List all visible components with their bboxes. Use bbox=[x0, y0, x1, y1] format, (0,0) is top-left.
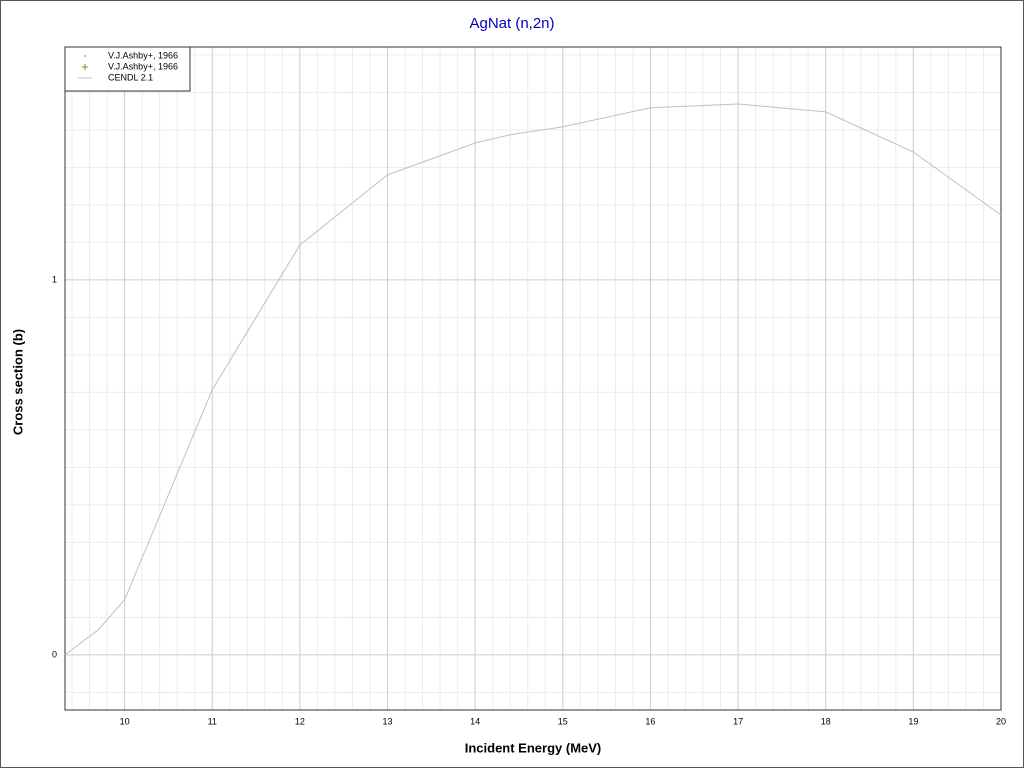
legend-label: V.J.Ashby+, 1966 bbox=[108, 61, 178, 71]
x-tick-label: 18 bbox=[821, 716, 831, 726]
chart-title: AgNat (n,2n) bbox=[469, 15, 554, 32]
x-tick-label: 14 bbox=[470, 716, 480, 726]
y-axis-label: Cross section (b) bbox=[10, 329, 25, 435]
y-tick-label: 0 bbox=[52, 649, 57, 659]
x-tick-label: 13 bbox=[383, 716, 393, 726]
x-tick-label: 17 bbox=[733, 716, 743, 726]
x-tick-label: 15 bbox=[558, 716, 568, 726]
x-axis-label: Incident Energy (MeV) bbox=[465, 740, 602, 755]
y-tick-label: 1 bbox=[52, 274, 57, 284]
x-tick-label: 19 bbox=[908, 716, 918, 726]
legend-box bbox=[64, 46, 191, 92]
legend-swatch bbox=[84, 55, 86, 57]
x-tick-label: 10 bbox=[120, 716, 130, 726]
legend-label: V.J.Ashby+, 1966 bbox=[108, 50, 178, 60]
plot-border bbox=[64, 46, 1002, 711]
x-tick-label: 12 bbox=[295, 716, 305, 726]
x-tick-label: 16 bbox=[645, 716, 655, 726]
x-tick-label: 11 bbox=[208, 716, 217, 726]
data-line bbox=[64, 103, 1002, 656]
x-tick-label: 20 bbox=[996, 716, 1006, 726]
legend-label: CENDL 2.1 bbox=[108, 72, 153, 82]
